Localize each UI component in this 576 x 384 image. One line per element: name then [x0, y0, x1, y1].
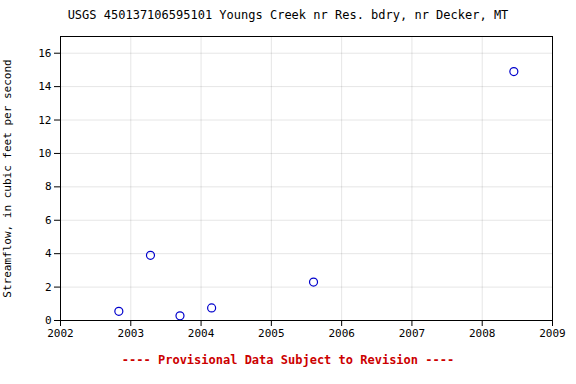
html-text:USGS 450137106595101 Youngs Cr: USGS 450137106595101 Youngs Creek nr Res… [67, 8, 509, 22]
svg-text:16: 16 [38, 47, 51, 60]
svg-text:0: 0 [45, 314, 52, 327]
svg-text:2007: 2007 [399, 327, 426, 340]
svg-text:2004: 2004 [188, 327, 215, 340]
svg-text:2003: 2003 [118, 327, 145, 340]
svg-text:2008: 2008 [469, 327, 496, 340]
svg-text:2009: 2009 [539, 327, 566, 340]
svg-text:2005: 2005 [258, 327, 285, 340]
svg-text:2002: 2002 [47, 327, 74, 340]
svg-text:2: 2 [45, 281, 52, 294]
svg-text:2006: 2006 [328, 327, 355, 340]
svg-text:Streamflow, in cubic feet per: Streamflow, in cubic feet per second [1, 59, 14, 297]
svg-text:14: 14 [38, 80, 52, 93]
svg-text:4: 4 [45, 247, 52, 260]
svg-text:10: 10 [38, 147, 51, 160]
svg-text:8: 8 [45, 180, 52, 193]
svg-text:6: 6 [45, 214, 52, 227]
svg-text:12: 12 [38, 114, 51, 127]
html-text:---- Provisional Data Subject: ---- Provisional Data Subject to Revisio… [121, 353, 455, 367]
